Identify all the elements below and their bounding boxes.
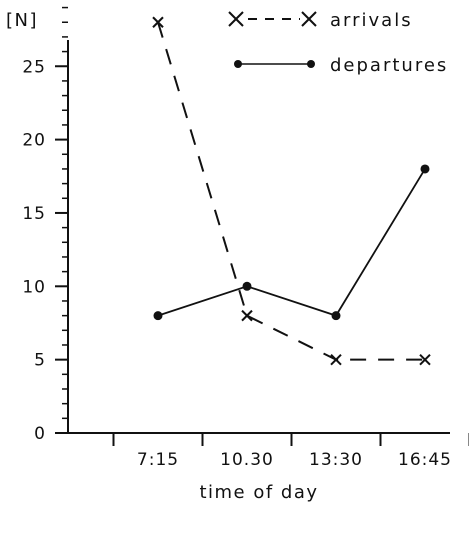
y-tick-label: 10 xyxy=(22,277,46,297)
x-tick-label: 7:15 xyxy=(137,450,179,470)
data-point-arrivals xyxy=(152,16,164,28)
data-point-departures xyxy=(420,164,430,174)
data-point-departures xyxy=(331,311,341,321)
data-point-stroke xyxy=(241,309,253,322)
legend: arrivals departures xyxy=(228,10,448,76)
series-departures xyxy=(153,164,430,321)
legend-label-arrivals: arrivals xyxy=(330,10,413,31)
series-line-arrivals xyxy=(157,21,425,361)
x-tick-label: 16:45 xyxy=(398,450,452,470)
axes xyxy=(67,40,450,434)
legend-item-arrivals: arrivals xyxy=(228,10,413,31)
y-ticks: 0 5 10 15 20 25 xyxy=(22,6,68,444)
legend-arrivals-marker-left xyxy=(228,11,244,27)
legend-arrivals-marker-right xyxy=(301,11,317,27)
series-layer xyxy=(152,16,431,366)
data-point-arrivals xyxy=(241,309,253,322)
y-tick-label: 5 xyxy=(34,351,46,371)
data-point-stroke xyxy=(152,16,164,28)
legend-item-departures: departures xyxy=(234,55,448,76)
y-tick-label: 0 xyxy=(34,424,46,444)
data-point-arrivals xyxy=(330,353,342,366)
x-axis-title: time of day xyxy=(199,482,318,503)
y-tick-label: 20 xyxy=(22,131,46,151)
y-axis-title: [N] xyxy=(6,10,38,31)
y-tick-label: 25 xyxy=(22,57,46,77)
series-arrivals xyxy=(152,16,431,366)
y-tick-label: 15 xyxy=(22,204,46,224)
x-tick-label: 13:30 xyxy=(309,450,363,470)
legend-label-departures: departures xyxy=(330,55,448,76)
data-point-stroke xyxy=(330,353,342,366)
data-point-stroke xyxy=(419,353,431,366)
legend-departures-marker-left xyxy=(234,60,242,68)
data-point-departures xyxy=(242,281,252,291)
legend-departures-marker-right xyxy=(307,60,315,68)
data-point-departures xyxy=(153,311,163,321)
series-line-departures xyxy=(157,168,426,317)
x-tick-label: 10.30 xyxy=(220,450,274,470)
x-ticks: 7:15 10.30 13:30 16:45 xyxy=(112,433,469,470)
data-point-arrivals xyxy=(419,353,431,366)
